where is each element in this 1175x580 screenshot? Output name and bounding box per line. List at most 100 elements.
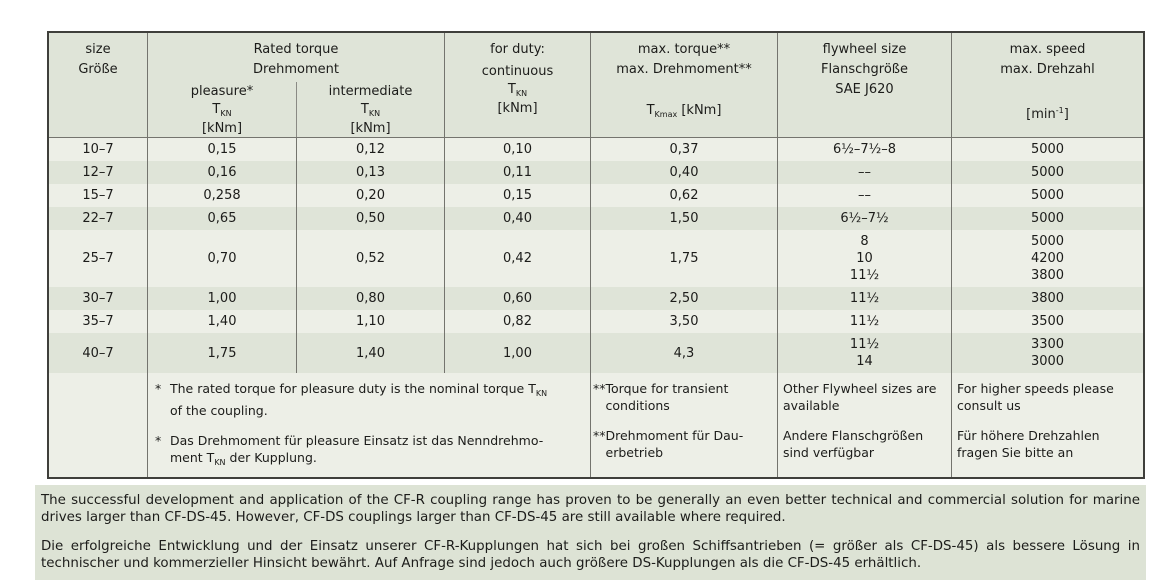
table-row: 10–7 0,15 0,12 0,10 0,37 6½–7½–8 5000 xyxy=(49,138,1143,161)
cell-continuous: 0,11 xyxy=(444,161,590,184)
cell-continuous: 0,82 xyxy=(444,310,590,333)
header-intermediate-unit: [kNm] xyxy=(350,121,391,136)
table-row: 15–7 0,258 0,20 0,15 0,62 –– 5000 xyxy=(49,184,1143,207)
cell-intermediate: 0,50 xyxy=(296,207,444,230)
cell-pleasure: 1,40 xyxy=(147,310,296,333)
cell-size: 25–7 xyxy=(82,251,114,266)
cell-continuous: 0,10 xyxy=(444,138,590,161)
footnote-rated-de: * Das Drehmoment für pleasure Einsatz is… xyxy=(155,433,544,467)
header-pleasure-label: pleasure* xyxy=(190,84,254,99)
cell-speed: 3300 3000 xyxy=(951,333,1143,373)
cell-intermediate: 0,52 xyxy=(296,230,444,287)
header-speed-de: max. Drehzahl xyxy=(1000,62,1095,77)
footnote-flywheel-en: Other Flywheel sizes are available xyxy=(783,381,937,413)
table-row: 40–7 1,75 1,40 1,00 4,3 11½ 14 3300 3000 xyxy=(49,333,1143,373)
notes-paragraph-en: The successful development and applicati… xyxy=(41,493,1140,525)
header-duty-label: for duty: xyxy=(490,42,545,57)
table-row: 12–7 0,16 0,13 0,11 0,40 –– 5000 xyxy=(49,161,1143,184)
cell-size: 10–7 xyxy=(82,142,114,157)
cell-size: 30–7 xyxy=(82,291,114,306)
cell-speed: 5000 xyxy=(951,161,1143,184)
cell-max-torque: 1,75 xyxy=(590,230,777,287)
cell-flywheel: 6½–7½–8 xyxy=(777,138,951,161)
cell-max-torque: 3,50 xyxy=(590,310,777,333)
cell-pleasure: 0,70 xyxy=(147,230,296,287)
cell-pleasure: 0,15 xyxy=(147,138,296,161)
header-size-en: size xyxy=(85,42,111,57)
header-rated-subcolumns: pleasure* TKN [kNm] intermediate TKN [kN… xyxy=(148,82,444,137)
cell-continuous: 0,42 xyxy=(444,230,590,287)
footnote-max-torque: ** Torque for transient conditions ** Dr… xyxy=(590,373,777,477)
cell-flywheel: 6½–7½ xyxy=(777,207,951,230)
footnote-row: * The rated torque for pleasure duty is … xyxy=(49,373,1143,477)
cell-size: 12–7 xyxy=(82,165,114,180)
double-asterisk-marker: ** xyxy=(593,428,606,443)
cell-flywheel: –– xyxy=(777,161,951,184)
cell-intermediate: 0,80 xyxy=(296,287,444,310)
header-flywheel-en: flywheel size xyxy=(822,42,907,57)
header-speed-en: max. speed xyxy=(1009,42,1086,57)
cell-size: 35–7 xyxy=(82,314,114,329)
cell-pleasure: 1,00 xyxy=(147,287,296,310)
header-intermediate-symbol: TKN xyxy=(360,102,381,118)
header-duty: for duty: continuous TKN [kNm] xyxy=(444,33,590,137)
footnote-rated-torque: * The rated torque for pleasure duty is … xyxy=(147,373,590,477)
table-header: size Größe Rated torque Drehmoment pleas… xyxy=(49,33,1143,138)
cell-speed: 3500 xyxy=(951,310,1143,333)
cell-max-torque: 4,3 xyxy=(590,333,777,373)
cell-flywheel: 11½ xyxy=(777,287,951,310)
header-continuous-label: continuous xyxy=(481,64,554,79)
cell-speed: 5000 xyxy=(951,207,1143,230)
header-intermediate-label: intermediate xyxy=(328,84,413,99)
header-pleasure-symbol: TKN xyxy=(212,102,232,118)
header-pleasure-unit: [kNm] xyxy=(201,121,243,136)
cell-flywheel: 8 10 11½ xyxy=(777,230,951,287)
cell-speed: 5000 xyxy=(951,138,1143,161)
cell-intermediate: 0,12 xyxy=(296,138,444,161)
cell-size: 22–7 xyxy=(82,211,114,226)
header-max-torque: max. torque** max. Drehmoment** TKmax [k… xyxy=(590,33,777,137)
table-row: 35–7 1,40 1,10 0,82 3,50 11½ 3500 xyxy=(49,310,1143,333)
notes-paragraph-de: Die erfolgreiche Entwicklung und der Ein… xyxy=(41,539,1140,571)
header-max-torque-de: max. Drehmoment** xyxy=(616,62,752,77)
header-pleasure: pleasure* TKN [kNm] xyxy=(148,82,296,137)
footnote-max-torque-en: ** Torque for transient conditions xyxy=(593,381,729,413)
header-flywheel-standard: SAE J620 xyxy=(835,82,894,97)
header-rated-torque: Rated torque Drehmoment pleasure* TKN [k… xyxy=(147,33,444,137)
header-speed-unit: [min-1] xyxy=(1026,106,1069,122)
header-flywheel-de: Flanschgröße xyxy=(821,62,908,77)
cell-flywheel: –– xyxy=(777,184,951,207)
double-asterisk-marker: ** xyxy=(593,381,606,396)
cell-pleasure: 1,75 xyxy=(147,333,296,373)
cell-max-torque: 0,40 xyxy=(590,161,777,184)
header-max-torque-en: max. torque** xyxy=(637,42,731,57)
cell-flywheel: 11½ 14 xyxy=(777,333,951,373)
asterisk-marker: * xyxy=(155,433,162,448)
header-rated-en: Rated torque xyxy=(253,42,339,57)
asterisk-marker: * xyxy=(155,381,162,396)
cell-speed: 5000 xyxy=(951,184,1143,207)
cell-intermediate: 1,10 xyxy=(296,310,444,333)
cell-intermediate: 1,40 xyxy=(296,333,444,373)
footnote-speed-de: Für höhere Drehzahlen fragen Sie bitte a… xyxy=(957,428,1100,460)
footnote-rated-en: * The rated torque for pleasure duty is … xyxy=(155,381,548,418)
spec-table: size Größe Rated torque Drehmoment pleas… xyxy=(47,31,1145,479)
footnote-flywheel-de: Andere Flanschgrößen sind verfügbar xyxy=(783,428,924,460)
table-row: 25–7 0,70 0,52 0,42 1,75 8 10 11½ 5000 4200 3800 xyxy=(49,230,1143,287)
footnote-flywheel: Other Flywheel sizes are available Ander… xyxy=(777,373,951,477)
cell-pleasure: 0,258 xyxy=(147,184,296,207)
cell-pleasure: 0,65 xyxy=(147,207,296,230)
header-max-torque-symbol: TKmax [kNm] xyxy=(646,103,722,119)
footnote-speed-en: For higher speeds please consult us xyxy=(957,381,1114,413)
cell-speed: 5000 4200 3800 xyxy=(951,230,1143,287)
header-flywheel: flywheel size Flanschgröße SAE J620 xyxy=(777,33,951,137)
cell-continuous: 0,15 xyxy=(444,184,590,207)
cell-max-torque: 2,50 xyxy=(590,287,777,310)
cell-size: 15–7 xyxy=(82,188,114,203)
header-size: size Größe xyxy=(49,33,147,137)
cell-flywheel: 11½ xyxy=(777,310,951,333)
table-row: 30–7 1,00 0,80 0,60 2,50 11½ 3800 xyxy=(49,287,1143,310)
header-continuous-unit: [kNm] xyxy=(497,101,538,116)
footnote-speed: For higher speeds please consult us Für … xyxy=(951,373,1143,477)
footnote-size-empty xyxy=(49,373,147,477)
